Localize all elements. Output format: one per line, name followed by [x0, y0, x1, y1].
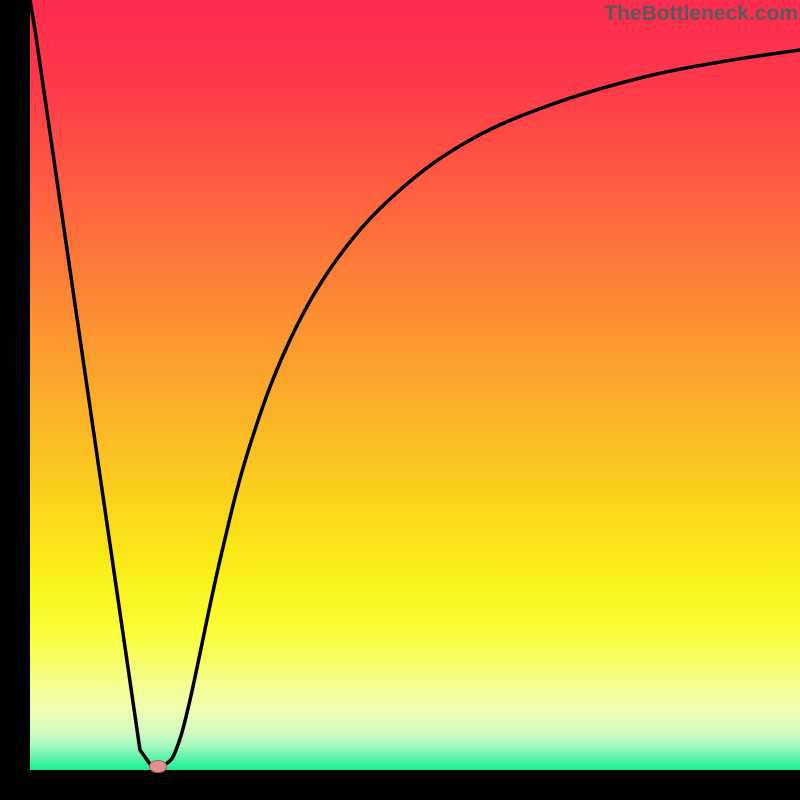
- plot-area: [30, 0, 800, 770]
- watermark-text: TheBottleneck.com: [604, 2, 798, 26]
- minimum-marker: [149, 760, 167, 773]
- bottleneck-curve: [30, 0, 800, 770]
- figure-container: TheBottleneck.com: [0, 0, 800, 800]
- curve-path: [30, 0, 800, 766]
